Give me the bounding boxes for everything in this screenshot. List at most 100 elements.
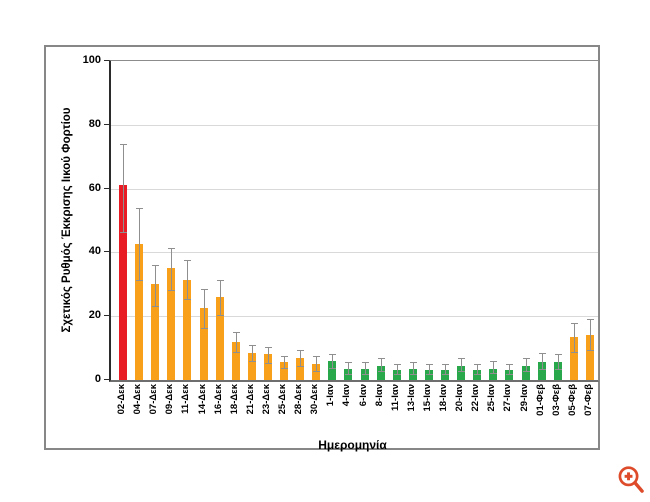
x-tick-label: 28-Δεκ xyxy=(293,384,305,415)
bar-11-Ιαν xyxy=(392,370,401,380)
bar-16-Δεκ xyxy=(215,297,224,380)
error-bar xyxy=(393,364,401,376)
x-tick-label: 22-Ιαν xyxy=(470,384,482,412)
bar-25-Δεκ xyxy=(280,362,289,380)
x-tick-label: 1-Ιαν xyxy=(325,384,337,407)
chart-frame: Σχετικός Ρυθμός Έκκρισης Ιικού Φορτίου Η… xyxy=(44,45,600,452)
error-bar xyxy=(587,319,594,352)
error-bar xyxy=(120,143,127,234)
zoom-in-button[interactable] xyxy=(614,462,648,498)
error-bar xyxy=(313,356,321,372)
x-tick-label: 27-Ιαν xyxy=(502,384,514,412)
y-tick-label: 80 xyxy=(88,117,101,130)
bar-15-Ιαν xyxy=(424,370,433,380)
y-axis-title: Σχετικός Ρυθμός Έκκρισης Ιικού Φορτίου xyxy=(61,107,73,333)
x-tick-label: 16-Δεκ xyxy=(212,384,224,415)
bar-27-Ιαν xyxy=(505,370,514,380)
x-tick-label: 15-Ιαν xyxy=(421,384,433,412)
error-bar xyxy=(474,364,482,376)
gridline xyxy=(111,124,598,126)
error-bar xyxy=(554,354,562,371)
error-bar xyxy=(248,344,256,363)
x-tick-label: 04-Δεκ xyxy=(132,384,144,415)
y-tick-label: 0 xyxy=(94,373,101,385)
error-bar xyxy=(216,279,224,317)
error-bar xyxy=(200,289,208,329)
gridline xyxy=(111,252,598,254)
error-bar xyxy=(377,357,385,372)
error-bar xyxy=(458,357,466,372)
y-tick-label: 40 xyxy=(88,245,101,258)
x-tick-label: 01-Φεβ xyxy=(534,384,546,416)
plot-area xyxy=(109,60,599,382)
bar-25-Ιαν xyxy=(489,368,498,380)
y-tick-mark xyxy=(104,123,109,125)
bar-14-Δεκ xyxy=(199,308,208,380)
bar-18-Δεκ xyxy=(231,341,240,380)
error-bar xyxy=(152,265,160,307)
bar-30-Δεκ xyxy=(312,364,321,380)
y-tick-mark xyxy=(104,187,109,189)
error-bar xyxy=(522,357,530,372)
error-bar xyxy=(281,356,289,369)
bar-02-Δεκ xyxy=(119,185,127,380)
y-tick-mark xyxy=(104,379,109,380)
error-bar xyxy=(184,260,192,301)
bar-11-Δεκ xyxy=(183,279,192,380)
y-tick-mark xyxy=(104,60,109,61)
error-bar xyxy=(506,364,514,376)
x-tick-label: 07-Δεκ xyxy=(148,384,160,415)
bar-01-Φεβ xyxy=(537,362,546,380)
error-bar xyxy=(297,349,305,368)
x-tick-label: 29-Ιαν xyxy=(518,384,530,412)
error-bar xyxy=(136,207,144,282)
error-bar xyxy=(345,362,353,376)
x-tick-label: 21-Δεκ xyxy=(244,384,256,415)
y-tick-label: 20 xyxy=(88,309,101,322)
x-tick-label: 4-Ιαν xyxy=(341,384,353,407)
x-tick-label: 11-Δεκ xyxy=(180,384,192,414)
error-bar xyxy=(264,346,272,365)
x-tick-label: 11-Ιαν xyxy=(389,384,401,411)
bar-29-Ιαν xyxy=(521,365,530,380)
error-bar xyxy=(232,332,240,353)
error-bar xyxy=(538,352,546,371)
y-tick-mark xyxy=(104,315,109,317)
x-tick-label: 14-Δεκ xyxy=(196,384,208,415)
y-tick-label: 100 xyxy=(82,54,101,66)
gridline xyxy=(111,188,598,190)
gridline xyxy=(111,316,598,318)
bar-04-Δεκ xyxy=(135,244,144,380)
x-tick-label: 8-Ιαν xyxy=(373,384,385,407)
bar-18-Ιαν xyxy=(441,370,450,380)
x-tick-label: 6-Ιαν xyxy=(357,384,369,407)
x-tick-label: 09-Δεκ xyxy=(164,384,176,415)
bar-28-Δεκ xyxy=(296,357,305,380)
error-bar xyxy=(442,364,450,376)
x-tick-label: 02-Δεκ xyxy=(116,384,127,415)
x-tick-label: 18-Ιαν xyxy=(438,384,450,412)
bar-07-Δεκ xyxy=(151,284,160,380)
x-tick-label: 07-Φεβ xyxy=(583,384,594,416)
x-tick-label: 18-Δεκ xyxy=(228,384,240,415)
x-tick-label: 25-Δεκ xyxy=(277,384,289,415)
bar-8-Ιαν xyxy=(376,365,385,380)
error-bar xyxy=(168,247,176,291)
x-tick-label: 03-Φεβ xyxy=(550,384,562,416)
y-tick-label: 60 xyxy=(88,181,101,194)
error-bar xyxy=(490,360,498,374)
bar-1-Ιαν xyxy=(328,360,337,380)
x-tick-label: 25-Ιαν xyxy=(486,384,498,412)
y-tick-mark xyxy=(104,251,109,253)
x-tick-label: 20-Ιαν xyxy=(454,384,466,412)
x-tick-label: 05-Φεβ xyxy=(566,384,578,416)
bar-03-Φεβ xyxy=(553,362,562,380)
error-bar xyxy=(409,362,417,376)
error-bar xyxy=(425,364,433,376)
x-tick-label: 30-Δεκ xyxy=(309,384,321,415)
bar-22-Ιαν xyxy=(473,370,482,380)
magnifier-plus-icon xyxy=(618,466,644,493)
bar-09-Δεκ xyxy=(167,268,176,380)
bar-07-Φεβ xyxy=(586,335,594,380)
